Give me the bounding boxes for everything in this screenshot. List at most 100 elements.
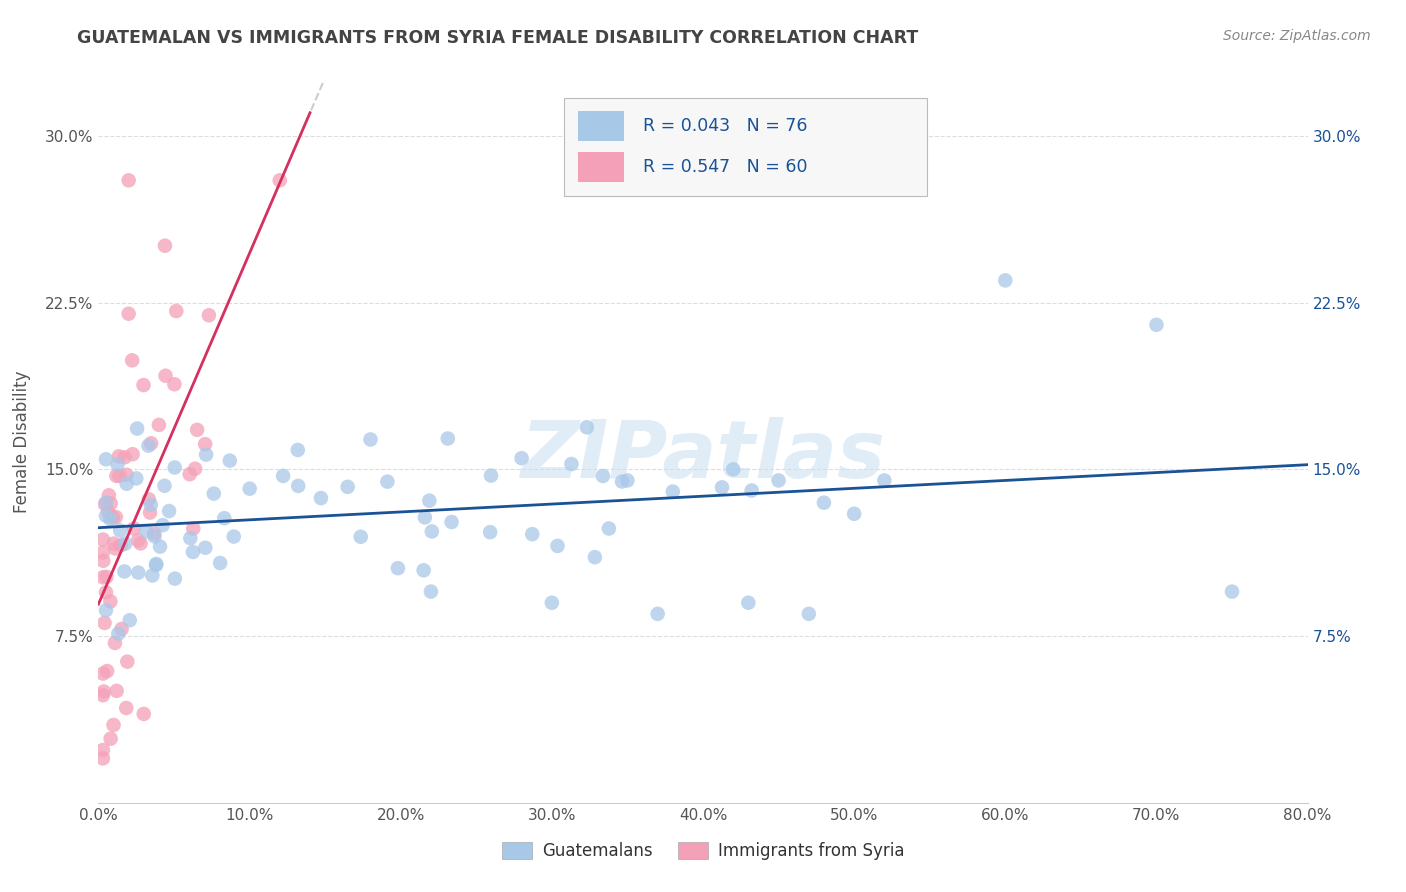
Point xyxy=(114,536,136,550)
FancyBboxPatch shape xyxy=(578,111,624,141)
Point xyxy=(179,467,201,482)
Point xyxy=(96,664,118,678)
Point xyxy=(418,493,440,508)
Point xyxy=(115,476,138,491)
Point xyxy=(165,304,187,318)
Point xyxy=(100,731,122,746)
Point xyxy=(139,498,162,512)
Point xyxy=(522,527,544,541)
Point xyxy=(737,596,759,610)
Point xyxy=(287,442,309,457)
Point xyxy=(91,688,114,702)
Text: R = 0.043   N = 76: R = 0.043 N = 76 xyxy=(643,117,807,135)
Point xyxy=(115,701,138,715)
Point xyxy=(163,377,186,392)
Point xyxy=(132,706,155,721)
Point xyxy=(107,458,129,472)
Point xyxy=(377,475,399,489)
Point xyxy=(115,467,138,482)
Point xyxy=(104,636,127,650)
Point xyxy=(107,626,129,640)
Point xyxy=(105,683,128,698)
Point xyxy=(479,525,502,540)
Point xyxy=(269,173,291,187)
Point xyxy=(91,545,114,559)
Point xyxy=(741,483,763,498)
Point xyxy=(94,497,117,511)
Point xyxy=(610,475,633,489)
Point xyxy=(135,524,157,539)
Point xyxy=(91,570,114,584)
Point xyxy=(420,524,443,539)
Point xyxy=(179,531,201,545)
Point xyxy=(149,540,172,554)
Point xyxy=(218,453,240,467)
Point xyxy=(181,545,204,559)
Point xyxy=(155,368,177,383)
Point xyxy=(118,307,141,321)
Point xyxy=(143,529,166,543)
Point xyxy=(105,468,128,483)
Point xyxy=(139,436,162,450)
Point xyxy=(108,468,131,483)
Point xyxy=(97,488,120,502)
Point xyxy=(1144,318,1167,332)
Point xyxy=(145,557,167,571)
Point xyxy=(138,439,160,453)
Point xyxy=(112,565,135,579)
Text: GUATEMALAN VS IMMIGRANTS FROM SYRIA FEMALE DISABILITY CORRELATION CHART: GUATEMALAN VS IMMIGRANTS FROM SYRIA FEMA… xyxy=(77,29,918,47)
Point xyxy=(560,457,582,471)
Point xyxy=(122,521,145,535)
Point xyxy=(413,510,436,524)
Point xyxy=(153,479,176,493)
Point xyxy=(711,480,734,494)
Point xyxy=(139,506,162,520)
Point xyxy=(94,603,117,617)
Point xyxy=(94,508,117,523)
Point xyxy=(661,484,683,499)
Point xyxy=(110,622,132,636)
Point xyxy=(202,486,225,500)
Text: Source: ZipAtlas.com: Source: ZipAtlas.com xyxy=(1223,29,1371,44)
Point xyxy=(118,613,141,627)
Text: R = 0.547   N = 60: R = 0.547 N = 60 xyxy=(643,158,807,176)
Point xyxy=(583,550,606,565)
Text: ZIPatlas: ZIPatlas xyxy=(520,417,886,495)
Point xyxy=(98,512,121,526)
Point xyxy=(598,521,620,535)
Point xyxy=(479,468,502,483)
Point xyxy=(138,492,160,507)
Point xyxy=(436,432,458,446)
Point xyxy=(1220,584,1243,599)
Point xyxy=(100,594,122,608)
Point xyxy=(592,469,614,483)
Point xyxy=(222,530,245,544)
Point xyxy=(117,655,139,669)
Point xyxy=(309,491,332,505)
Point xyxy=(768,474,790,488)
Point xyxy=(163,460,186,475)
Point xyxy=(93,615,115,630)
FancyBboxPatch shape xyxy=(564,98,927,196)
Point xyxy=(91,554,114,568)
Y-axis label: Female Disability: Female Disability xyxy=(13,370,31,513)
Point xyxy=(132,378,155,392)
Point xyxy=(108,524,131,538)
Point xyxy=(198,308,221,322)
Point xyxy=(143,526,166,541)
Point xyxy=(412,563,434,577)
Point xyxy=(194,437,217,451)
Point xyxy=(94,585,117,599)
Point xyxy=(127,533,149,548)
Point xyxy=(239,482,262,496)
Point xyxy=(103,536,125,550)
Point xyxy=(209,556,232,570)
Point xyxy=(145,558,167,573)
Point xyxy=(157,504,180,518)
Point xyxy=(163,572,186,586)
Point xyxy=(181,521,204,535)
Point xyxy=(195,448,218,462)
Point xyxy=(540,596,562,610)
Point xyxy=(114,450,136,465)
Point xyxy=(420,584,443,599)
